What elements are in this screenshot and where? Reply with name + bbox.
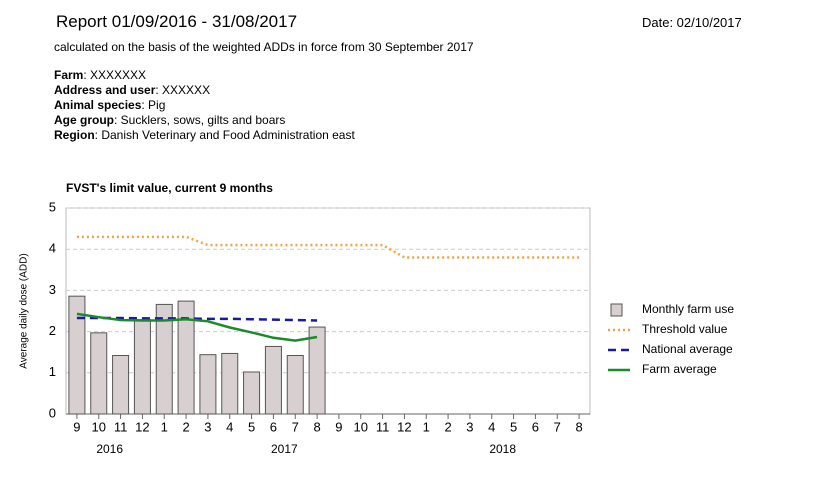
x-tick-label: 1 [161,419,168,434]
bar [155,303,173,415]
field-value: : XXXXXX [155,83,211,97]
field-value: : Sucklers, sows, gilts and boars [114,113,286,127]
y-tick-label: 0 [49,405,56,420]
x-tick-label: 3 [204,419,211,434]
field-row: Region: Danish Veterinary and Food Admin… [54,128,355,143]
line-series [76,316,318,322]
legend-swatch [610,303,623,317]
field-label: Region [54,128,95,142]
bar [286,354,304,415]
y-tick-label: 4 [49,241,56,256]
field-value: : XXXXXXX [83,68,147,82]
plot-area [65,207,591,415]
x-group-label: 2017 [271,442,298,456]
x-tick-label: 9 [73,419,80,434]
x-tick-label: 12 [135,419,149,434]
report-title: Report 01/09/2016 - 31/08/2017 [56,12,298,31]
field-row: Address and user: XXXXXX [54,83,355,98]
x-tick-label: 2 [444,419,451,434]
x-tick-label: 9 [335,419,342,434]
field-label: Farm [54,68,84,82]
x-tick-label: 8 [313,419,320,434]
y-tick-label: 5 [49,199,56,214]
x-tick-label: 8 [575,419,582,434]
field-label: Address and user [54,83,156,97]
legend-label: National average [642,342,733,356]
field-value: : Pig [141,98,166,112]
field-label: Age group [54,113,114,127]
x-tick-label: 11 [114,419,128,434]
report-subtitle: calculated on the basis of the weighted … [54,40,474,54]
bar [264,345,282,415]
x-tick-label: 4 [488,419,495,434]
report-fields: Farm: XXXXXXX Address and user: XXXXXX Ani… [54,68,355,143]
x-tick-label: 6 [532,419,539,434]
bar [112,354,130,415]
y-axis-label: Average daily dose (ADD) [19,253,30,368]
bar [221,352,239,415]
chart-title: FVST's limit value, current 9 months [66,181,273,195]
legend-label: Threshold value [642,322,728,336]
line-series [76,312,318,342]
report-date: Date: 02/10/2017 [642,15,742,30]
bar [199,354,217,415]
field-row: Animal species: Pig [54,98,355,113]
x-tick-label: 1 [423,419,430,434]
bar [133,319,151,415]
x-tick-label: 4 [226,419,233,434]
field-row: Age group: Sucklers, sows, gilts and boa… [54,113,355,128]
x-tick-label: 12 [397,419,411,434]
x-tick-label: 5 [248,419,255,434]
field-row: Farm: XXXXXXX [54,68,355,83]
bar [177,300,195,415]
x-group-label: 2016 [96,442,123,456]
x-tick-label: 10 [354,419,368,434]
x-tick-label: 6 [270,419,277,434]
bar [68,295,86,415]
legend-label: Monthly farm use [642,302,734,316]
x-tick-label: 3 [466,419,473,434]
field-value: : Danish Veterinary and Food Administrat… [94,128,355,142]
x-group-label: 2018 [489,442,516,456]
x-tick-label: 11 [376,419,390,434]
x-tick-label: 2 [182,419,189,434]
y-tick-label: 1 [49,364,56,379]
x-tick-label: 5 [510,419,517,434]
bar [90,332,108,415]
x-tick-label: 7 [554,419,561,434]
field-label: Animal species [54,98,142,112]
legend-label: Farm average [642,362,717,376]
x-tick-label: 7 [292,419,299,434]
bar [308,326,326,415]
x-tick-label: 10 [92,419,106,434]
y-tick-label: 2 [49,323,56,338]
y-tick-label: 3 [49,282,56,297]
bar [243,371,261,415]
